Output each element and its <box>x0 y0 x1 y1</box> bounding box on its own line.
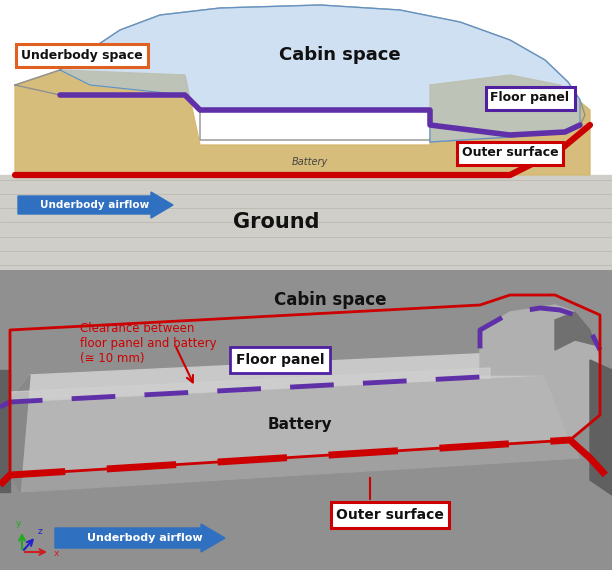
Text: Cabin space: Cabin space <box>274 291 386 309</box>
FancyArrow shape <box>18 192 173 218</box>
Polygon shape <box>15 70 590 175</box>
Polygon shape <box>60 5 580 142</box>
Text: Floor panel: Floor panel <box>490 92 570 104</box>
Text: Battery: Battery <box>267 417 332 433</box>
Text: z: z <box>38 527 43 536</box>
Polygon shape <box>10 350 560 400</box>
Polygon shape <box>10 375 30 492</box>
Polygon shape <box>10 368 490 402</box>
Text: Floor panel: Floor panel <box>236 353 324 367</box>
Text: Outer surface: Outer surface <box>336 508 444 522</box>
Text: y: y <box>15 519 21 528</box>
Polygon shape <box>10 375 570 475</box>
Text: Cabin space: Cabin space <box>279 46 401 64</box>
Polygon shape <box>10 440 580 492</box>
Text: Outer surface: Outer surface <box>461 146 558 160</box>
FancyArrow shape <box>55 524 225 552</box>
Polygon shape <box>555 312 595 350</box>
Polygon shape <box>480 305 600 440</box>
Text: Battery: Battery <box>292 157 328 167</box>
Text: Ground: Ground <box>233 212 319 232</box>
Text: Clearance between
floor panel and battery
(≅ 10 mm): Clearance between floor panel and batter… <box>80 322 217 365</box>
Text: x: x <box>54 549 59 559</box>
Text: Underbody airflow: Underbody airflow <box>87 533 203 543</box>
Text: Underbody airflow: Underbody airflow <box>40 200 149 210</box>
Polygon shape <box>590 360 612 495</box>
Bar <box>0 175 612 270</box>
Polygon shape <box>0 370 10 492</box>
Text: Underbody space: Underbody space <box>21 48 143 62</box>
